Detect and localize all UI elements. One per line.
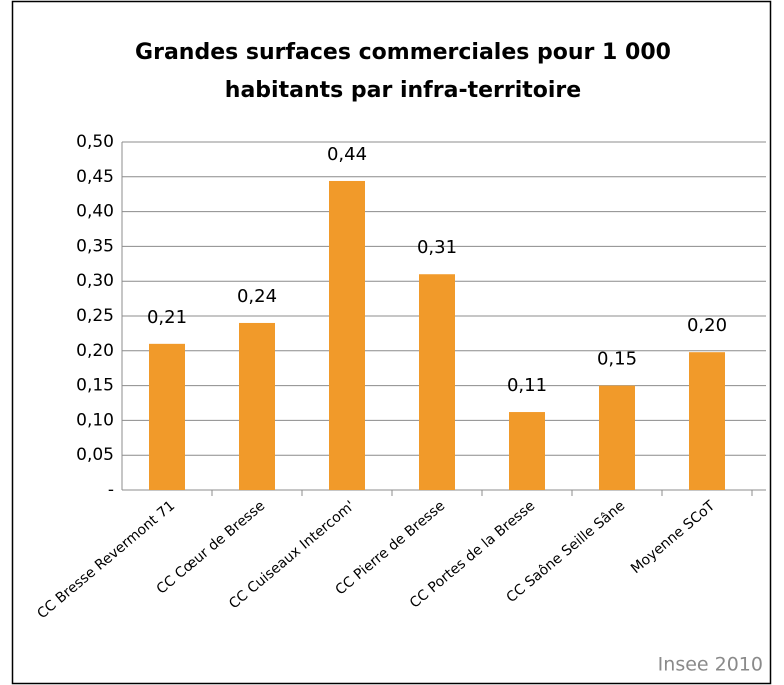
- value-label: 0,21: [147, 307, 187, 328]
- bar: [599, 385, 635, 490]
- bar: [149, 343, 185, 490]
- y-tick-label: 0,45: [76, 167, 114, 187]
- y-tick-label: 0,10: [76, 410, 114, 430]
- bar: [689, 352, 725, 490]
- chart-frame: [11, 0, 772, 685]
- chart-title: Grandes surfaces commerciales pour 1 000…: [135, 40, 671, 103]
- source-note: Insee 2010: [658, 654, 763, 676]
- bar: [239, 322, 275, 490]
- value-label: 0,31: [417, 237, 457, 258]
- bar: [329, 180, 365, 490]
- value-label: 0,20: [687, 315, 727, 336]
- bar: [419, 274, 455, 490]
- y-tick-label: 0,30: [76, 271, 114, 291]
- y-tick-label: 0,15: [76, 376, 114, 396]
- y-tick-label: 0,35: [76, 236, 114, 256]
- y-tick-label: 0,05: [76, 445, 114, 465]
- value-label: 0,15: [597, 349, 637, 370]
- y-tick-label: 0,20: [76, 341, 114, 361]
- y-tick-label: 0,25: [76, 306, 114, 326]
- value-label: 0,11: [507, 375, 547, 396]
- y-tick-label: 0,50: [76, 132, 114, 152]
- value-label: 0,44: [327, 144, 367, 165]
- y-tick-label: 0,40: [76, 202, 114, 222]
- y-tick-label: -: [108, 480, 114, 500]
- value-label: 0,24: [237, 286, 277, 307]
- bar: [509, 412, 545, 490]
